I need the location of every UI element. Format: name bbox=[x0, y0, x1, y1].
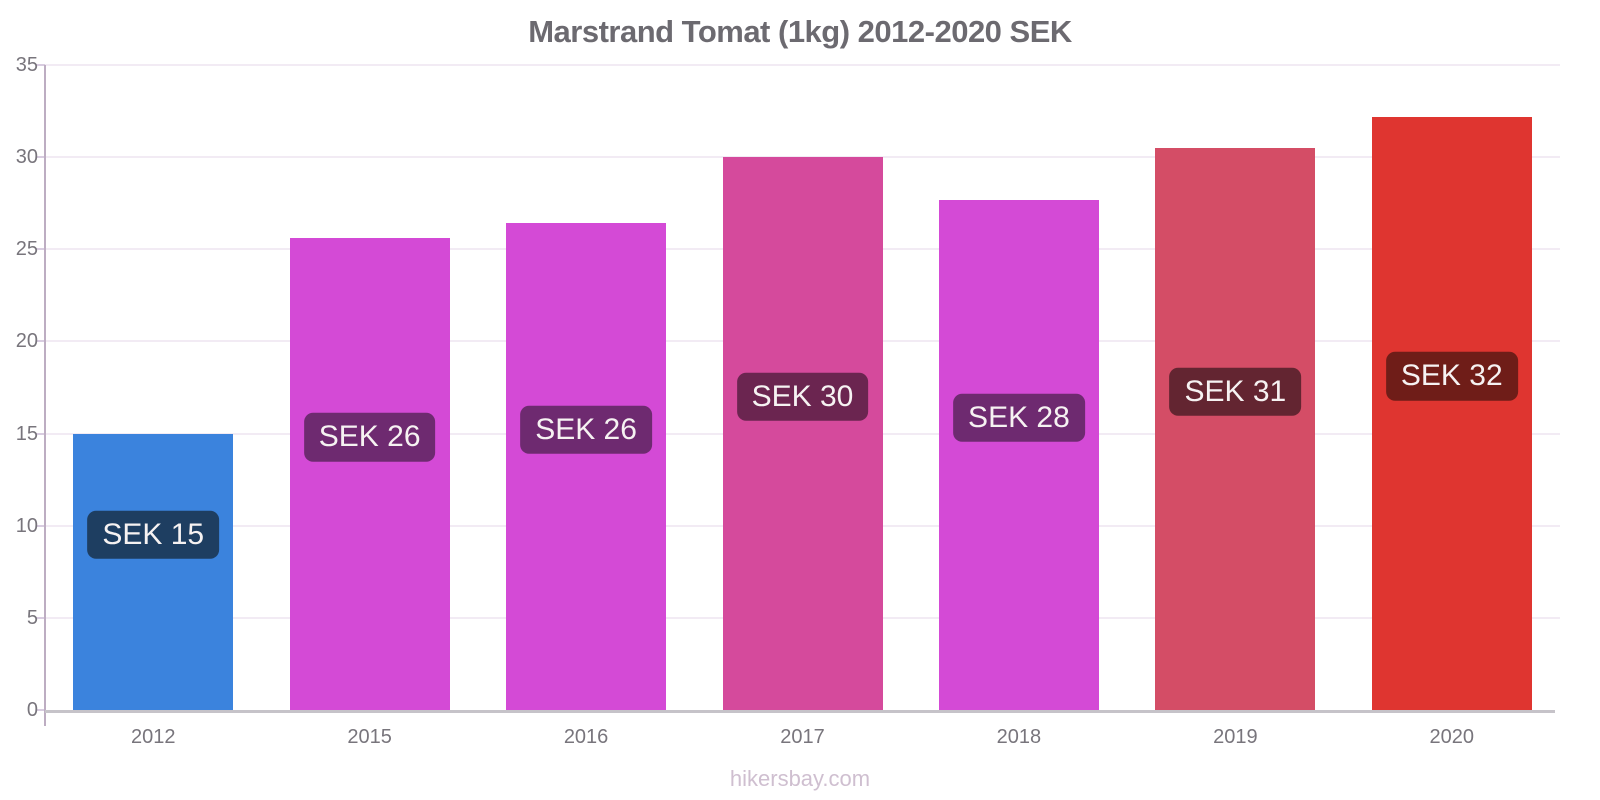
y-axis-tick-30 bbox=[36, 156, 45, 159]
bar-value-label-2018: SEK 28 bbox=[953, 393, 1085, 442]
bar-value-label-2016: SEK 26 bbox=[520, 405, 652, 454]
y-axis-tick-5 bbox=[36, 616, 45, 619]
y-tick-label-0: 0 bbox=[26, 699, 38, 721]
y-axis-tick-20 bbox=[36, 340, 45, 343]
y-tick-label-15: 15 bbox=[15, 422, 38, 445]
y-tick-label-20: 20 bbox=[15, 330, 38, 353]
bar-2019 bbox=[1155, 147, 1316, 710]
y-tick-label-10: 10 bbox=[15, 514, 38, 537]
y-tick-label-30: 30 bbox=[15, 146, 38, 169]
y-axis-tick-35 bbox=[36, 64, 45, 66]
x-tick-label-2017: 2017 bbox=[780, 726, 825, 748]
y-axis-tick-0 bbox=[36, 709, 45, 711]
x-tick-label-2018: 2018 bbox=[996, 726, 1042, 748]
bar-2016 bbox=[506, 223, 667, 710]
bar-2020 bbox=[1371, 116, 1532, 710]
chart-title: Marstrand Tomat (1kg) 2012-2020 SEK bbox=[528, 14, 1072, 49]
bar-value-label-2015: SEK 26 bbox=[303, 412, 436, 462]
x-tick-label-2019: 2019 bbox=[1213, 726, 1258, 748]
x-axis-baseline bbox=[45, 710, 1555, 713]
y-tick-label-5: 5 bbox=[26, 606, 38, 629]
watermark-link[interactable]: hikersbay.com bbox=[729, 766, 871, 791]
y-tick-label-35: 35 bbox=[15, 54, 38, 76]
bar-2018 bbox=[938, 199, 1099, 710]
bar-2012 bbox=[73, 433, 234, 710]
bar-2015 bbox=[289, 238, 450, 710]
x-tick-label-2012: 2012 bbox=[130, 726, 176, 748]
x-tick-label-2020: 2020 bbox=[1429, 726, 1475, 748]
y-axis-tick-10 bbox=[36, 524, 45, 527]
bar-value-label-2017: SEK 30 bbox=[736, 372, 869, 421]
y-axis-tick-25 bbox=[36, 248, 45, 251]
y-tick-label-25: 25 bbox=[15, 238, 38, 261]
bar-2017 bbox=[722, 157, 883, 710]
x-tick-label-2016: 2016 bbox=[563, 726, 609, 748]
y-axis-line bbox=[44, 65, 46, 726]
bar-value-label-2019: SEK 31 bbox=[1169, 367, 1302, 417]
gridline-y-35 bbox=[37, 64, 1560, 66]
bar-value-label-2020: SEK 32 bbox=[1385, 352, 1518, 401]
bar-value-label-2012: SEK 15 bbox=[87, 510, 220, 560]
x-tick-label-2015: 2015 bbox=[347, 726, 392, 748]
y-axis-tick-15 bbox=[36, 432, 45, 435]
